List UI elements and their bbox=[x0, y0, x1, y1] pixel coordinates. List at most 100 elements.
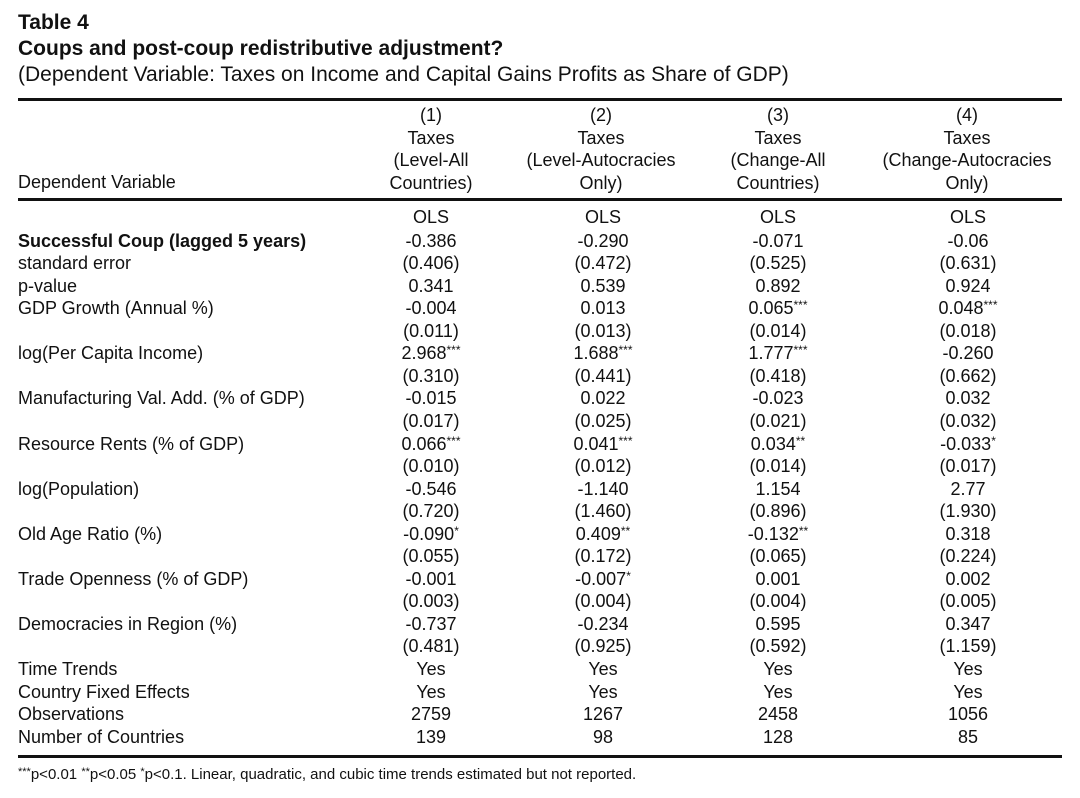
column-header-line2: (Level-All bbox=[393, 150, 469, 170]
table-row: p-value 0.341 0.539 0.892 0.924 bbox=[18, 275, 1062, 298]
cell-value: -0.06 bbox=[947, 230, 989, 251]
cell-value: 0.041 bbox=[573, 433, 619, 454]
column-header-num: (3) bbox=[767, 105, 789, 125]
footnote-text-1: p<0.01 bbox=[30, 766, 82, 783]
cell-value: -0.001 bbox=[405, 568, 457, 589]
table-cell: 0.892 bbox=[698, 275, 858, 298]
table-cell: (0.004) bbox=[698, 590, 858, 613]
table-title: Coups and post-coup redistributive adjus… bbox=[18, 37, 504, 60]
significance-stars: ** bbox=[620, 523, 631, 538]
cell-value: (0.012) bbox=[574, 456, 632, 476]
header-dependent-variable: Dependent Variable bbox=[18, 172, 176, 192]
cell-value: 1267 bbox=[582, 704, 624, 724]
cell-value: -1.140 bbox=[577, 478, 629, 499]
table-cell: (0.005) bbox=[888, 590, 1048, 613]
cell-value: (0.004) bbox=[749, 591, 807, 612]
table-cell: (0.004) bbox=[523, 590, 683, 613]
table-cell: 0.347 bbox=[888, 613, 1048, 636]
cell-value: 0.595 bbox=[755, 613, 801, 634]
table-cell: 0.924 bbox=[888, 275, 1048, 298]
cell-value: 0.892 bbox=[755, 275, 801, 296]
table-cell: (0.017) bbox=[351, 410, 511, 433]
table-row: Successful Coup (lagged 5 years) -0.386 -0… bbox=[18, 230, 1062, 253]
column-header-2: (2) Taxes (Level-Autocracies Only) bbox=[511, 104, 691, 194]
table-cell: 0.318 bbox=[888, 523, 1048, 546]
estimation-method-cell: OLS bbox=[412, 207, 450, 227]
table-cell: (0.013) bbox=[523, 320, 683, 343]
column-header-line2: (Level-Autocracies bbox=[526, 150, 676, 170]
table-cell: (0.418) bbox=[698, 365, 858, 388]
column-header-line3: Countries) bbox=[389, 172, 473, 193]
cell-value: -0.290 bbox=[577, 230, 629, 251]
cell-value: 0.409 bbox=[575, 523, 621, 544]
cell-value: 0.013 bbox=[580, 298, 626, 319]
table-cell: 2.77 bbox=[888, 478, 1048, 501]
cell-value: (0.032) bbox=[939, 410, 997, 431]
cell-value: -0.033 bbox=[940, 433, 992, 454]
table-cell: -0.023 bbox=[698, 387, 858, 410]
cell-value: 0.001 bbox=[755, 568, 801, 589]
cell-value: 85 bbox=[957, 726, 979, 747]
cell-value: -0.737 bbox=[405, 613, 457, 634]
table-cell: (1.460) bbox=[523, 500, 683, 523]
table-cell: 2458 bbox=[698, 703, 858, 726]
estimation-method-cell: OLS bbox=[584, 207, 622, 227]
table-footnote: ***p<0.01 **p<0.05 *p<0.1. Linear, quadr… bbox=[18, 762, 636, 785]
cell-value: (0.010) bbox=[402, 456, 460, 476]
table-row: Old Age Ratio (%) -0.090* 0.409** -0.132** 0… bbox=[18, 523, 1062, 546]
cell-value: 1.688 bbox=[573, 343, 619, 364]
table-cell: Yes bbox=[523, 681, 683, 704]
table-cell: -0.132** bbox=[698, 523, 858, 546]
cell-value: -0.071 bbox=[752, 230, 804, 251]
cell-value: (1.159) bbox=[939, 636, 997, 657]
table-cell: (0.720) bbox=[351, 500, 511, 523]
cell-value: (0.021) bbox=[749, 410, 807, 431]
significance-stars: *** bbox=[983, 298, 998, 313]
cell-value: (0.592) bbox=[749, 636, 807, 657]
column-header-1: (1) Taxes (Level-All Countries) bbox=[341, 104, 521, 194]
table-cell: 0.539 bbox=[523, 275, 683, 298]
table-cell: -0.004 bbox=[351, 297, 511, 320]
table-row: Democracies in Region (%) -0.737 -0.234 0.5… bbox=[18, 613, 1062, 636]
table-cell: -0.015 bbox=[351, 387, 511, 410]
cell-value: 139 bbox=[415, 726, 447, 747]
row-label: Observations bbox=[18, 704, 125, 724]
row-label: Number of Countries bbox=[18, 726, 185, 747]
table-cell: 0.001 bbox=[698, 568, 858, 591]
table-row: (0.011) (0.013) (0.014) (0.018) bbox=[18, 320, 1062, 343]
cell-value: (0.017) bbox=[402, 410, 460, 431]
cell-value: (0.224) bbox=[939, 546, 997, 567]
table-cell: 98 bbox=[523, 726, 683, 749]
table-cell: 139 bbox=[351, 726, 511, 749]
table-cell: 0.409** bbox=[523, 523, 683, 546]
table-row: (0.481) (0.925) (0.592) (1.159) bbox=[18, 635, 1062, 658]
cell-value: (0.004) bbox=[574, 591, 632, 612]
cell-value: (0.481) bbox=[402, 636, 460, 657]
table-cell: -0.090* bbox=[351, 523, 511, 546]
row-label: Time Trends bbox=[18, 659, 118, 679]
table-cell: (0.010) bbox=[351, 455, 511, 478]
cell-value: 0.065 bbox=[748, 298, 794, 319]
cell-value: -0.004 bbox=[405, 298, 457, 319]
footnote-sig-3: * bbox=[140, 766, 145, 778]
cell-value: (0.310) bbox=[402, 365, 460, 386]
cell-value: Yes bbox=[416, 659, 446, 679]
table-cell: (0.472) bbox=[523, 252, 683, 275]
table-row: (0.010) (0.012) (0.014) (0.017) bbox=[18, 455, 1062, 478]
column-header-line2: (Change-Autocracies bbox=[882, 150, 1052, 170]
footnote-sig-1: *** bbox=[18, 766, 31, 778]
significance-stars: ** bbox=[798, 523, 809, 538]
significance-stars: ** bbox=[795, 433, 806, 448]
footnote-text-3: p<0.1. Linear, quadratic, and cubic time… bbox=[144, 766, 637, 783]
column-header-line3: Only) bbox=[579, 172, 623, 193]
table-cell: (0.224) bbox=[888, 545, 1048, 568]
cell-value: -0.386 bbox=[405, 230, 457, 251]
cell-value: (0.720) bbox=[402, 501, 460, 522]
column-header-line1: Taxes bbox=[407, 127, 455, 148]
cell-value: 0.048 bbox=[938, 298, 984, 319]
table-cell: 2.968*** bbox=[351, 342, 511, 365]
cell-value: Yes bbox=[953, 659, 983, 679]
column-header-num: (2) bbox=[590, 105, 612, 125]
cell-value: 0.022 bbox=[580, 388, 626, 409]
